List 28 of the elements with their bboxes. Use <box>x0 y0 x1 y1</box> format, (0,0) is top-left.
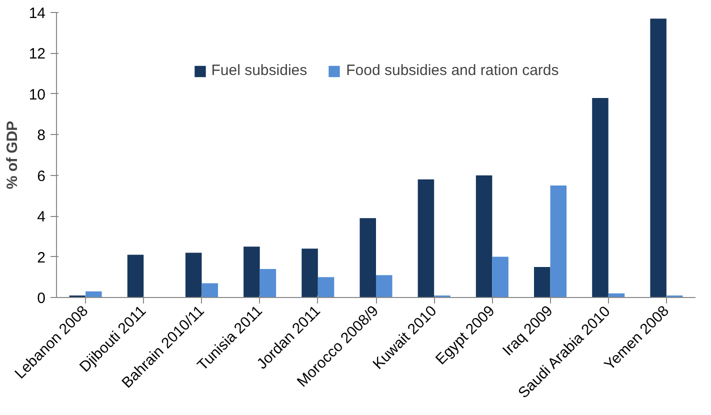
bar <box>302 248 318 298</box>
y-tick-label: 8 <box>37 127 46 144</box>
y-tick-label: 0 <box>37 290 46 307</box>
bar <box>650 18 666 298</box>
bar <box>318 277 334 298</box>
bar <box>534 266 550 298</box>
bar <box>260 269 276 298</box>
bar <box>476 175 492 298</box>
bar <box>592 98 608 298</box>
bar <box>244 246 260 298</box>
legend-label: Food subsidies and ration cards <box>346 62 559 79</box>
bar <box>185 252 202 298</box>
bar <box>127 254 144 298</box>
bar <box>492 256 508 298</box>
y-axis-title: % of GDP <box>4 120 21 190</box>
bar <box>418 179 434 298</box>
y-tick-label: 4 <box>37 208 46 226</box>
bar <box>360 218 376 298</box>
bar <box>376 275 392 298</box>
y-tick-label: 10 <box>28 86 46 104</box>
y-tick-label: 6 <box>37 168 46 185</box>
bar <box>550 186 567 298</box>
legend-label: Fuel subsidies <box>211 62 308 79</box>
bar <box>202 283 218 298</box>
y-tick-label: 14 <box>28 5 46 22</box>
y-tick-label: 12 <box>28 46 46 63</box>
y-tick-label: 2 <box>37 249 46 266</box>
bar <box>86 291 102 298</box>
